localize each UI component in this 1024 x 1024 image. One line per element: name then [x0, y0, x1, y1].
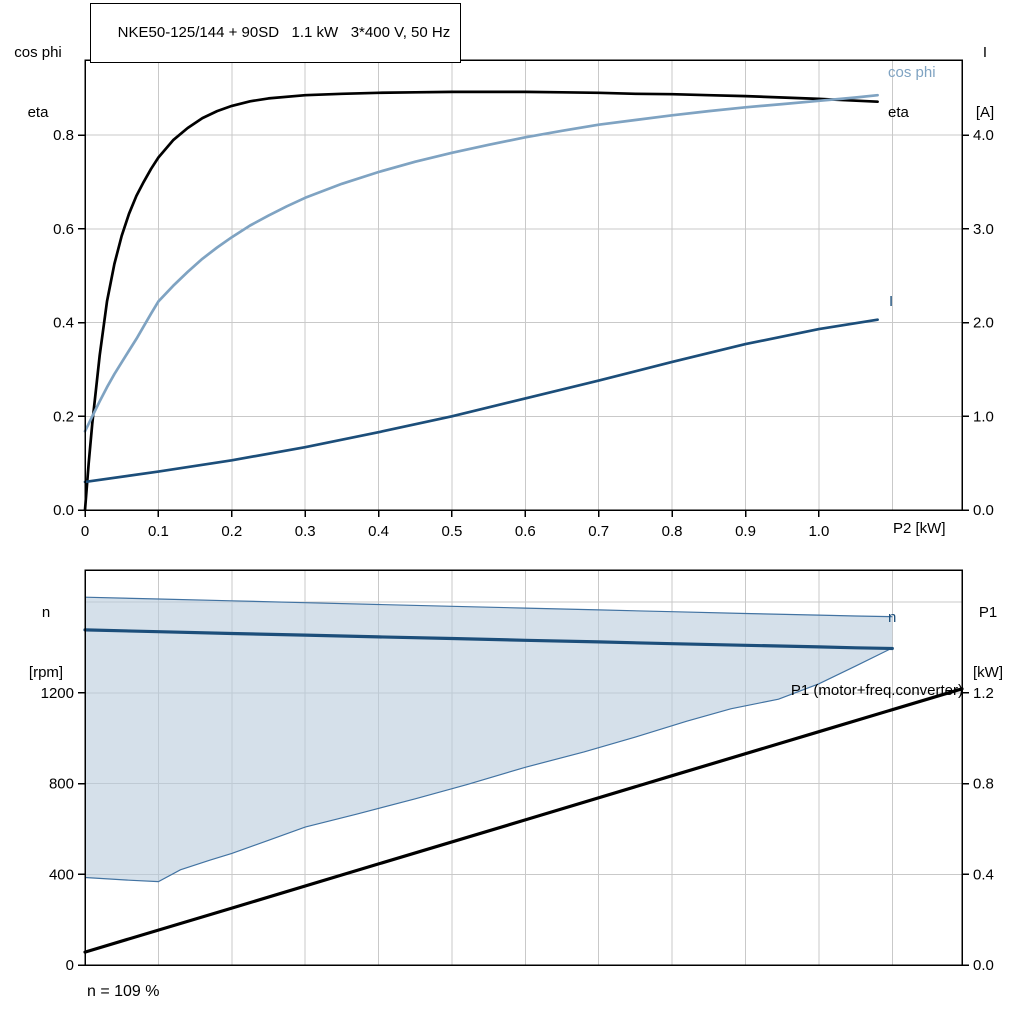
y-right-tick-label: 1.2: [973, 685, 994, 702]
x-tick-label: 0.6: [515, 523, 536, 540]
axis-title-eta: eta: [27, 104, 49, 121]
x-tick-label: 0.9: [735, 523, 756, 540]
plot-border: [84, 59, 963, 511]
speed-percentage-annotation: n = 109 %: [87, 983, 160, 1000]
y-left-tick-label: 400: [49, 866, 74, 883]
x-tick-label: 0.7: [588, 523, 609, 540]
series-eta: [83, 90, 879, 512]
speed-power-chart: 0 400 800 1200 0.0 0.4 0.8 1.2: [41, 569, 994, 974]
x-tick-label: 0: [81, 523, 89, 540]
axis-title-current-symbol: I: [982, 44, 988, 61]
y-right-tick-label: 0.0: [973, 957, 994, 974]
series-cos-phi: [83, 93, 879, 433]
axis-title-p1-unit: [kW]: [973, 664, 1003, 681]
series-n: [83, 628, 894, 651]
plot-border: [84, 569, 963, 966]
curve-label-p1: P1 (motor+freq.converter): [790, 682, 963, 699]
speed-range-region: [85, 597, 893, 882]
speed-range-boundary: [84, 647, 893, 883]
chart-title-box: NKE50-125/144 + 90SD 1.1 kW 3*400 V, 50 …: [90, 3, 462, 63]
axis-title-speed-symbol: n: [41, 604, 51, 621]
y-right-tick-label: 1.0: [973, 408, 994, 425]
axis-title-current-unit: [A]: [975, 104, 995, 121]
y-left-tick-label: 0.2: [53, 408, 74, 425]
y-right-tick-label: 0.4: [973, 866, 994, 883]
x-tick-label: 0.8: [662, 523, 683, 540]
axis-title-current: I [A]: [956, 3, 1014, 163]
speed-range-boundary: [84, 596, 893, 618]
axis-title-p1-symbol: P1: [978, 604, 998, 621]
y-right-tick-label: 0.0: [973, 502, 994, 519]
curve-label-eta: eta: [888, 104, 909, 121]
y-right-tick-label: 4.0: [973, 127, 994, 144]
y-right-tick-label: 3.0: [973, 221, 994, 238]
y-right-tick-label: 2.0: [973, 315, 994, 332]
x-tick-label: 0.1: [148, 523, 169, 540]
axis-title-speed-unit: [rpm]: [28, 664, 64, 681]
motor-performance-chart: 0.0 0.2 0.4 0.6 0.8 0.0 1.0 2.0 3.0 4.0 0 0.1 0.2 0.3…: [53, 59, 994, 540]
series-current: [83, 318, 879, 484]
axis-title-cos-phi: cos phi: [14, 44, 62, 61]
chart-title: NKE50-125/144 + 90SD 1.1 kW 3*400 V, 50 …: [117, 24, 451, 41]
y-left-tick-label: 0: [66, 957, 74, 974]
y-left-tick-label: 800: [49, 776, 74, 793]
y-left-tick-label: 0.4: [53, 315, 74, 332]
y-left-tick-label: 1200: [41, 685, 74, 702]
curve-label-cos-phi: cos phi: [888, 64, 936, 81]
axis-title-speed: n [rpm]: [13, 563, 79, 723]
curve-label-current: I: [889, 293, 894, 310]
x-tick-label: 0.2: [221, 523, 242, 540]
series-p1: [83, 687, 964, 954]
axis-title-p1: P1 [kW]: [958, 563, 1018, 723]
y-right-tick-label: 0.8: [973, 776, 994, 793]
y-left-tick-label: 0.0: [53, 502, 74, 519]
x-tick-label: 0.3: [295, 523, 316, 540]
x-axis-title-p2: P2 [kW]: [893, 520, 946, 537]
curve-label-n: n: [888, 609, 897, 626]
x-tick-label: 0.5: [442, 523, 463, 540]
y-left-tick-label: 0.6: [53, 221, 74, 238]
axis-title-cosphi-eta: cos phi eta: [5, 3, 71, 163]
x-tick-label: 0.4: [368, 523, 389, 540]
x-tick-label: 1.0: [808, 523, 829, 540]
y-left-tick-label: 0.8: [53, 127, 74, 144]
